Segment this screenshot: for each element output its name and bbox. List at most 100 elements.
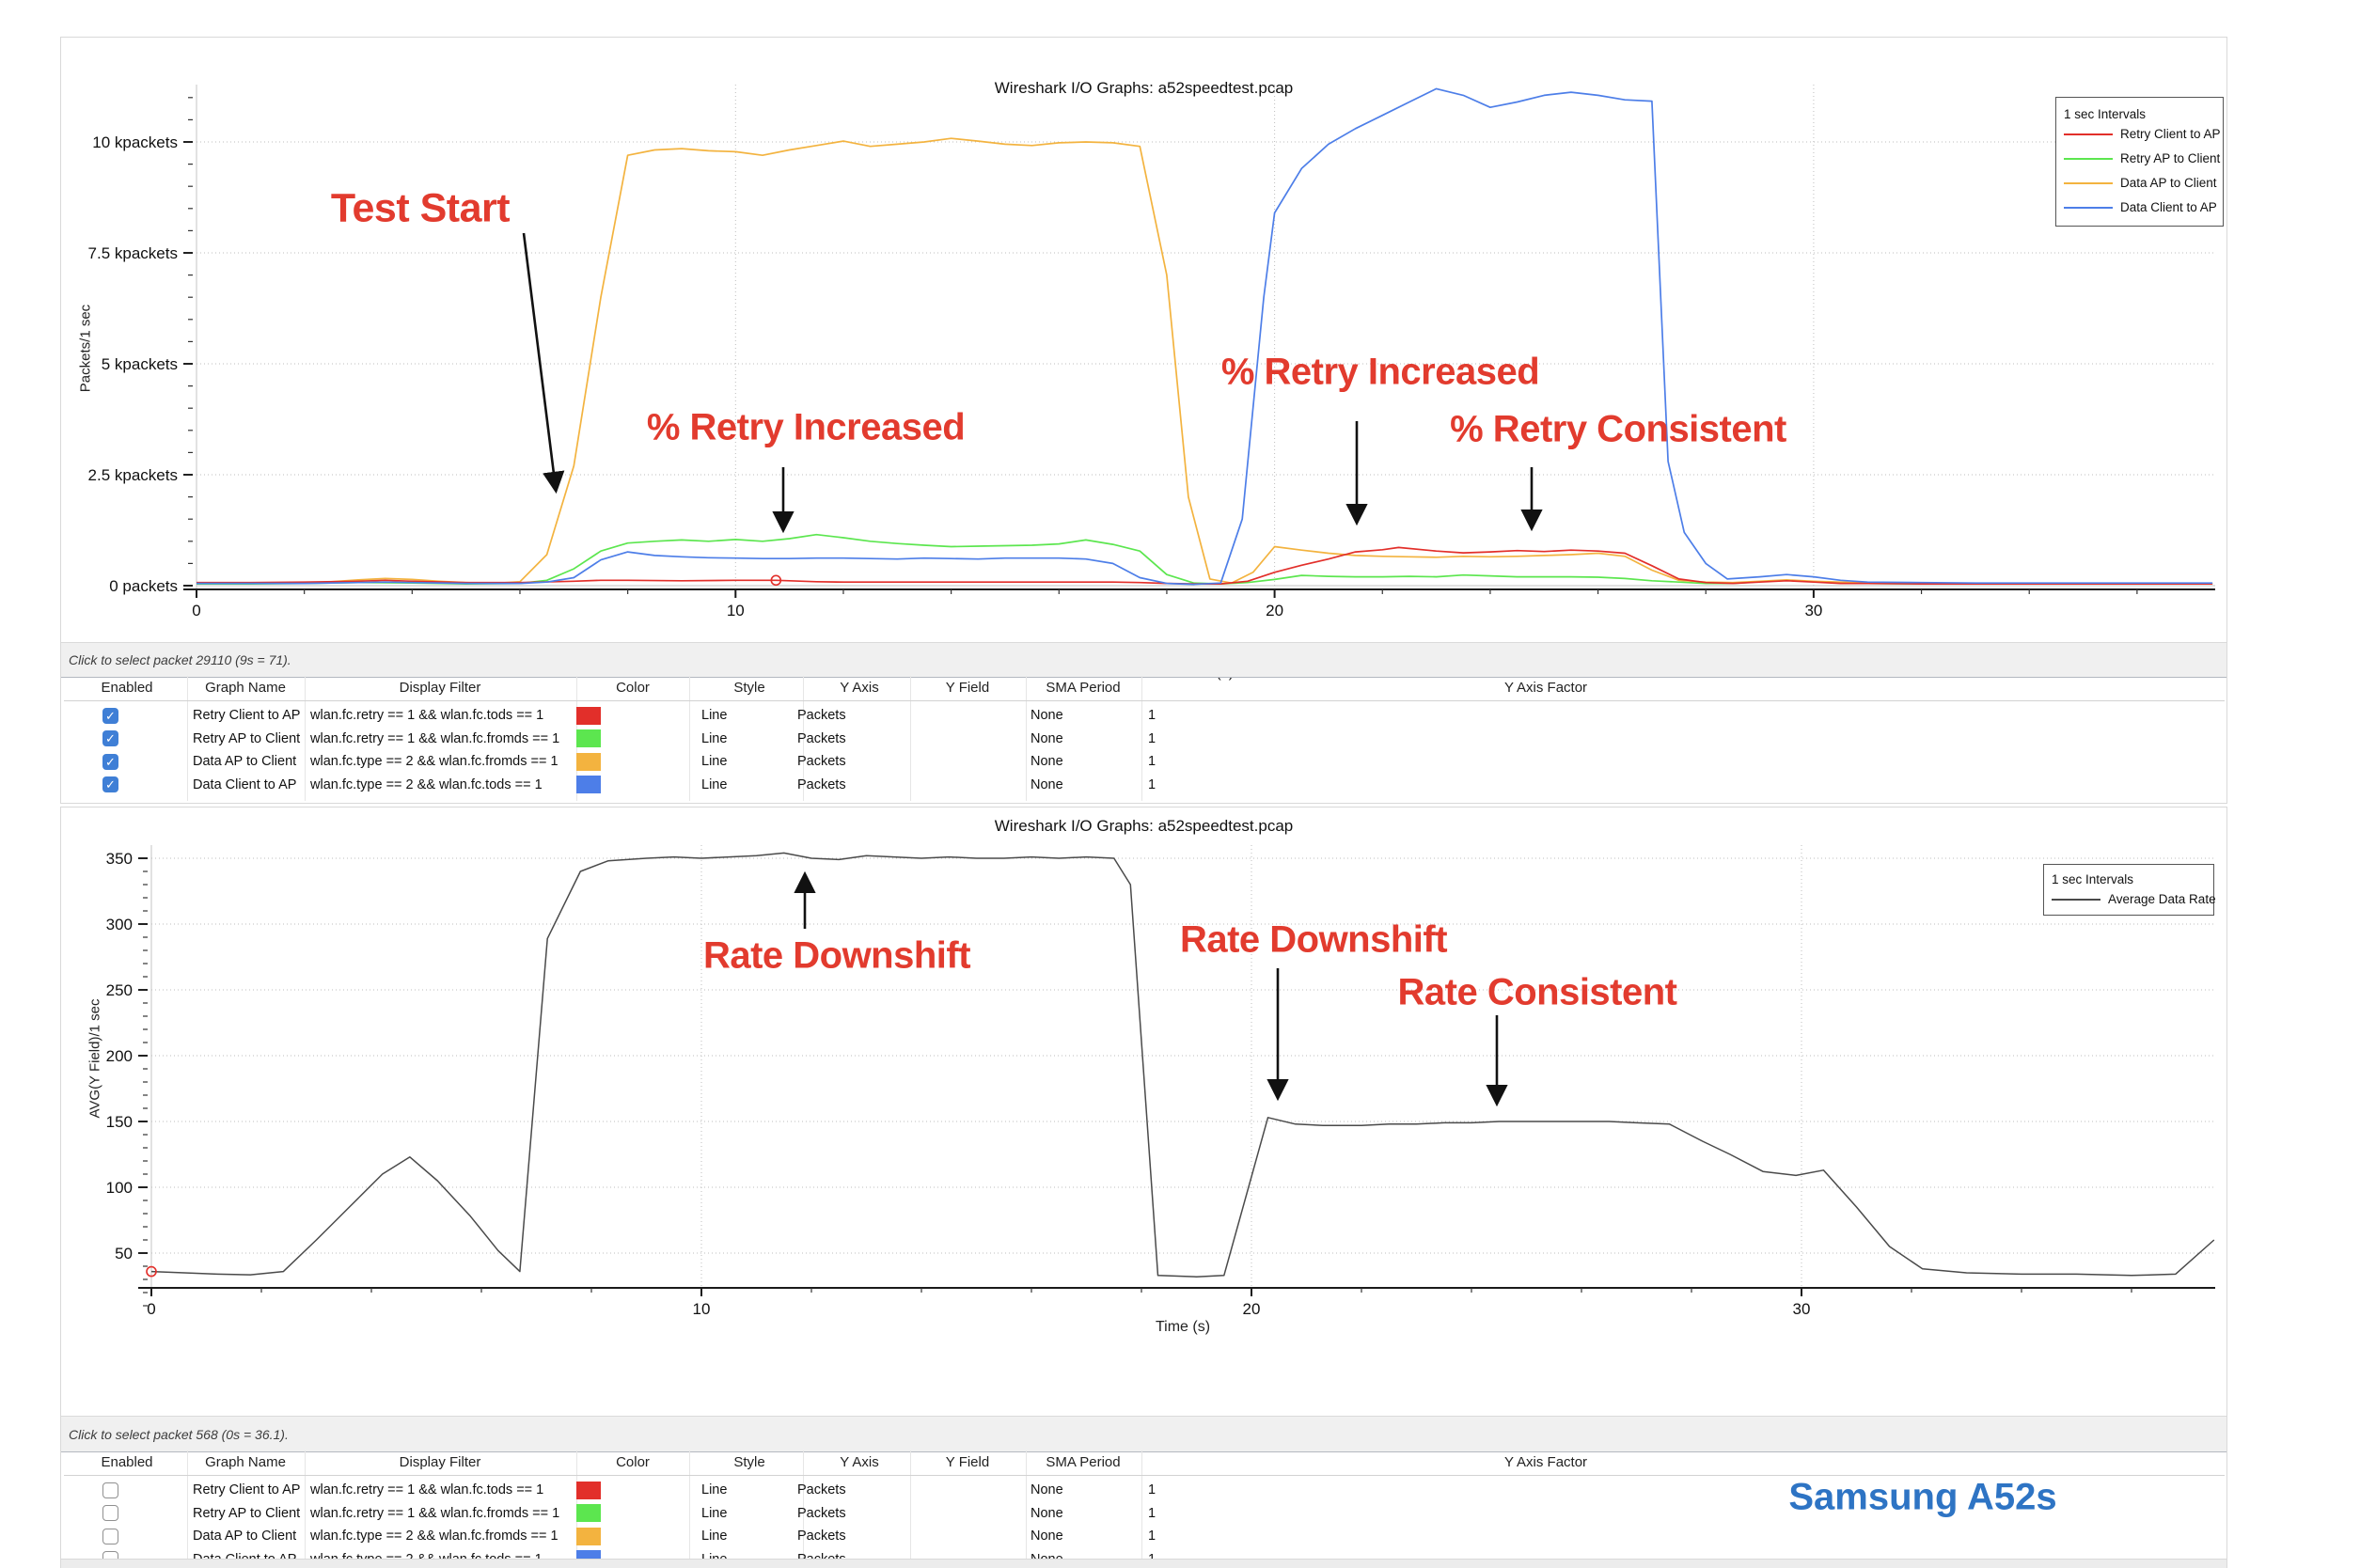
legend-entry: Data AP to Client xyxy=(2062,175,2219,192)
enabled-checkbox[interactable]: ✓ xyxy=(102,707,118,724)
graph-name-cell: Retry AP to Client xyxy=(193,730,301,746)
packets-chart-plot[interactable]: 10 kpackets 7.5 kpackets 5 kpackets 2.5 kpa… xyxy=(61,38,2226,660)
style-cell: Line xyxy=(701,1482,728,1497)
enabled-checkbox[interactable]: ✓ xyxy=(102,730,118,747)
legend-line-sample xyxy=(2064,207,2113,209)
y-axis-title: AVG(Y Field)/1 sec xyxy=(87,998,103,1119)
color-swatch[interactable] xyxy=(576,1481,601,1499)
legend-line-sample xyxy=(2064,133,2113,135)
enabled-checkbox[interactable] xyxy=(102,1528,118,1544)
y-tick-label: 350 xyxy=(106,850,133,868)
table-row[interactable]: ✓ Data AP to Client wlan.fc.type == 2 && w… xyxy=(64,750,2225,774)
column-separator xyxy=(1026,1450,1027,1560)
column-separator xyxy=(305,676,306,801)
column-header: Color xyxy=(616,1454,650,1470)
column-header: Style xyxy=(733,1454,765,1470)
column-separator xyxy=(1141,1450,1142,1560)
table-header-row: Enabled Graph Name Display Filter Color Styl… xyxy=(64,1450,2225,1476)
legend-entry-label: Data AP to Client xyxy=(2120,176,2217,190)
table-header-row: Enabled Graph Name Display Filter Color Styl… xyxy=(64,676,2225,701)
color-swatch[interactable] xyxy=(576,729,601,748)
y-axis-factor-cell: 1 xyxy=(1148,754,1156,769)
table-row[interactable]: Retry AP to Client wlan.fc.retry == 1 && … xyxy=(64,1502,2225,1526)
y-tick-label: 7.5 kpackets xyxy=(88,244,178,262)
status-bar: Click to select packet 568 (0s = 36.1). xyxy=(61,1416,2226,1452)
column-separator xyxy=(1141,676,1142,801)
annotation-retry-consistent: % Retry Consistent xyxy=(1450,408,1786,450)
enabled-checkbox[interactable] xyxy=(102,1505,118,1522)
enabled-checkbox[interactable]: ✓ xyxy=(102,776,118,793)
annotation-rate-consistent: Rate Consistent xyxy=(1397,971,1678,1013)
color-swatch[interactable] xyxy=(576,1504,601,1523)
style-cell: Line xyxy=(701,730,728,746)
display-filter-cell: wlan.fc.retry == 1 && wlan.fc.tods == 1 xyxy=(310,1482,544,1497)
status-text: Click to select packet 29110 (9s = 71). xyxy=(69,652,291,667)
column-separator xyxy=(910,1450,911,1560)
y-tick-label: 250 xyxy=(106,981,133,999)
enabled-checkbox[interactable]: ✓ xyxy=(102,753,118,770)
y-axis-title: Packets/1 sec xyxy=(77,304,94,393)
graph-name-cell: Data AP to Client xyxy=(193,754,297,769)
y-axis-factor-cell: 1 xyxy=(1148,708,1156,723)
sma-period-cell: None xyxy=(1031,708,1063,723)
display-filter-cell: wlan.fc.type == 2 && wlan.fc.tods == 1 xyxy=(310,776,543,792)
y-axis-cell: Packets xyxy=(797,730,846,746)
series-data-client-to-ap xyxy=(197,87,2213,586)
y-axis-cell: Packets xyxy=(797,776,846,792)
column-header: Enabled xyxy=(101,680,153,696)
table-row[interactable]: Data AP to Client wlan.fc.type == 2 && wl… xyxy=(64,1525,2225,1548)
color-swatch[interactable] xyxy=(576,776,601,794)
legend-title: 1 sec Intervals xyxy=(2064,107,2147,121)
rate-chart-plot[interactable]: 350 300 250 200 150 100 50 0 10 20 30 xyxy=(61,808,2226,1372)
annotation-rate-downshift-2: Rate Downshift xyxy=(1179,918,1448,961)
table-row[interactable]: ✓ Data Client to AP wlan.fc.type == 2 && w… xyxy=(64,774,2225,797)
enabled-checkbox[interactable] xyxy=(102,1482,118,1498)
style-cell: Line xyxy=(701,1505,728,1521)
x-tick-label: 30 xyxy=(1804,602,1822,619)
legend-entry: Retry Client to AP xyxy=(2062,126,2221,143)
y-axis-factor-cell: 1 xyxy=(1148,730,1156,746)
column-header: Graph Name xyxy=(205,680,286,696)
series-retry-client-to-ap xyxy=(197,546,2213,585)
table-row[interactable]: ✓ Retry AP to Client wlan.fc.retry == 1 &&… xyxy=(64,728,2225,751)
y-tick-label: 10 kpackets xyxy=(92,133,178,151)
style-cell: Line xyxy=(701,708,728,723)
column-header: Y Axis xyxy=(840,680,879,696)
color-swatch[interactable] xyxy=(576,706,601,725)
column-separator xyxy=(305,1450,306,1560)
y-axis-cell: Packets xyxy=(797,708,846,723)
graph-name-cell: Data Client to AP xyxy=(193,776,297,792)
io-graph-window-rate: Wireshark I/O Graphs: a52speedtest.pcap … xyxy=(60,807,2227,1568)
y-axis-factor-cell: 1 xyxy=(1148,1505,1156,1521)
y-axis-factor-cell: 1 xyxy=(1148,776,1156,792)
y-axis-factor-cell: 1 xyxy=(1148,1482,1156,1497)
color-swatch[interactable] xyxy=(576,1527,601,1545)
graph-name-cell: Retry Client to AP xyxy=(193,708,301,723)
column-separator xyxy=(1026,676,1027,801)
sma-period-cell: None xyxy=(1031,1529,1063,1544)
legend-entry: Retry AP to Client xyxy=(2062,150,2220,167)
legend-entry-label: Average Data Rate xyxy=(2108,892,2216,906)
column-header: Style xyxy=(733,680,765,696)
legend: 1 sec Intervals Retry Client to AP Retry A… xyxy=(2055,97,2224,227)
annotation-retry-increased-2: % Retry Increased xyxy=(1220,351,1540,393)
column-header: Y Field xyxy=(945,680,990,696)
sma-period-cell: None xyxy=(1031,730,1063,746)
column-header: Enabled xyxy=(101,1454,153,1470)
table-row[interactable]: Retry Client to AP wlan.fc.retry == 1 && … xyxy=(64,1479,2225,1502)
column-header: SMA Period xyxy=(1046,680,1121,696)
chart-title: Wireshark I/O Graphs: a52speedtest.pcap xyxy=(994,817,1294,835)
y-tick-label: 300 xyxy=(106,916,133,933)
table-row[interactable]: ✓ Retry Client to AP wlan.fc.retry == 1 &&… xyxy=(64,704,2225,728)
selected-packet-marker xyxy=(770,574,782,587)
column-separator xyxy=(803,676,804,801)
color-swatch[interactable] xyxy=(576,752,601,771)
y-tick-label: 2.5 kpackets xyxy=(88,466,178,484)
display-filter-cell: wlan.fc.type == 2 && wlan.fc.fromds == 1 xyxy=(310,754,559,769)
y-tick-label: 50 xyxy=(115,1245,133,1262)
column-header: Display Filter xyxy=(399,680,481,696)
display-filter-cell: wlan.fc.retry == 1 && wlan.fc.fromds == … xyxy=(310,1505,560,1521)
sma-period-cell: None xyxy=(1031,776,1063,792)
column-header: Display Filter xyxy=(399,1454,481,1470)
y-axis-cell: Packets xyxy=(797,754,846,769)
